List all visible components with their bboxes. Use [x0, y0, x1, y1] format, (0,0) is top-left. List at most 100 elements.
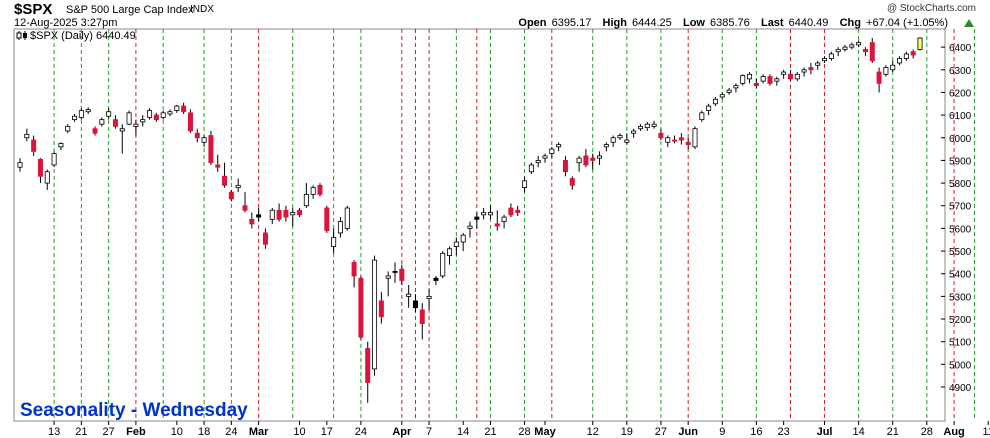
- candle: [610, 135, 616, 147]
- x-tick-label: 23: [778, 426, 790, 438]
- x-tick-label: 28: [921, 426, 933, 438]
- candle: [487, 205, 493, 220]
- candle: [910, 49, 916, 59]
- candle-body: [597, 155, 603, 159]
- candle-body: [781, 71, 787, 75]
- candle: [392, 262, 398, 283]
- low-value: 6385.76: [710, 17, 750, 29]
- candle: [453, 237, 459, 256]
- candle: [583, 149, 589, 168]
- candle-body: [562, 160, 568, 173]
- candle-body: [828, 53, 834, 59]
- candle-body: [433, 277, 439, 281]
- candle: [24, 128, 30, 142]
- candle: [699, 110, 705, 122]
- candle-body: [822, 58, 828, 62]
- candle: [624, 133, 630, 145]
- y-tick-label: 6300: [949, 66, 972, 77]
- candle-body: [590, 157, 596, 161]
- candle: [828, 51, 834, 61]
- candle: [235, 178, 241, 193]
- candle: [808, 62, 814, 75]
- x-tick-label: 14: [457, 426, 469, 438]
- candle-body: [583, 155, 589, 166]
- candle-body: [774, 78, 780, 82]
- candle: [528, 162, 534, 175]
- candle: [651, 120, 657, 129]
- candle-body: [153, 114, 159, 121]
- candle-body: [672, 139, 678, 142]
- x-tick-label: 10: [293, 426, 305, 438]
- x-tick-label: 18: [198, 426, 210, 438]
- candle: [692, 126, 698, 150]
- candle: [719, 92, 725, 100]
- candle-body: [644, 123, 650, 128]
- candle-body: [426, 295, 432, 300]
- candle: [72, 113, 78, 122]
- candle-body: [147, 110, 153, 118]
- candle: [576, 155, 582, 172]
- candle: [862, 47, 868, 57]
- candle: [876, 67, 882, 93]
- candle-body: [460, 234, 466, 243]
- candle-body: [658, 132, 664, 139]
- candle: [869, 38, 875, 63]
- candle-body: [269, 209, 275, 220]
- candle-body: [133, 123, 139, 127]
- candle-body: [883, 67, 889, 75]
- candle-body: [447, 248, 453, 256]
- candle-body: [276, 209, 282, 220]
- low-label: Low: [682, 17, 705, 29]
- candle: [569, 176, 575, 190]
- candle: [201, 135, 207, 147]
- candle-body: [85, 109, 91, 113]
- y-tick-label: 6100: [949, 111, 972, 122]
- candle: [351, 260, 357, 288]
- candle-body: [181, 105, 187, 113]
- candle-body: [412, 300, 418, 309]
- candle: [153, 112, 159, 122]
- candle-body: [678, 137, 684, 141]
- candlestick-series: [17, 37, 923, 403]
- candle-body: [706, 105, 712, 111]
- candle-body: [72, 115, 78, 121]
- candle: [112, 115, 118, 129]
- candle: [535, 155, 541, 168]
- candle: [126, 110, 132, 126]
- candle: [597, 151, 603, 165]
- candle-body: [167, 111, 173, 115]
- candle: [92, 126, 98, 136]
- candle: [678, 133, 684, 145]
- open-label: Open: [518, 17, 547, 29]
- candle: [494, 210, 500, 231]
- candle: [665, 135, 671, 147]
- x-tick-label: 9: [719, 426, 725, 438]
- x-tick-label: 16: [750, 426, 762, 438]
- candle: [194, 128, 200, 143]
- candle: [310, 185, 316, 199]
- candle: [228, 189, 234, 202]
- candle-body: [337, 221, 343, 234]
- candle-body: [624, 139, 630, 143]
- x-tick-label: 19: [621, 426, 633, 438]
- candle: [78, 108, 84, 120]
- candle: [426, 289, 432, 310]
- candle-body: [719, 94, 725, 98]
- candle: [433, 275, 439, 286]
- y-tick-label: 5600: [949, 224, 972, 235]
- last-label: Last: [760, 17, 784, 29]
- candle-body: [637, 126, 643, 130]
- candle: [337, 217, 343, 238]
- candle-body: [474, 216, 480, 220]
- candle: [317, 183, 323, 197]
- candle: [167, 109, 173, 117]
- candle-body: [733, 85, 739, 89]
- candle-body: [876, 71, 882, 84]
- candle-body: [351, 261, 357, 277]
- candle-body: [603, 144, 609, 148]
- x-tick-label: 17: [321, 426, 333, 438]
- candle: [440, 251, 446, 279]
- candle-body: [392, 271, 398, 273]
- candle: [883, 65, 889, 77]
